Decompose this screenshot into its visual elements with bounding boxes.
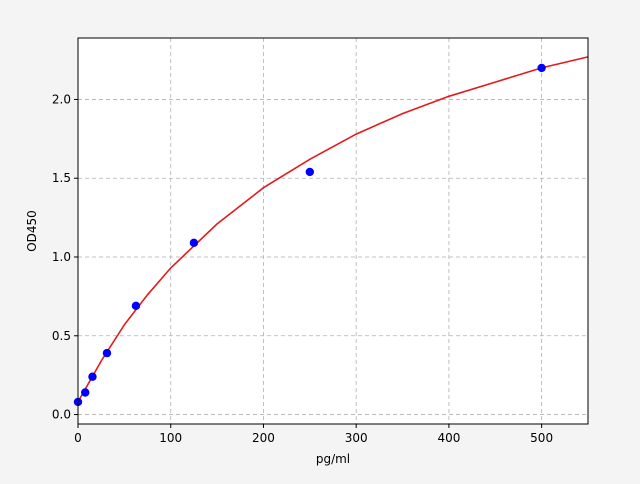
data-point bbox=[102, 348, 112, 358]
data-point bbox=[81, 388, 90, 397]
grid bbox=[77, 38, 588, 424]
y-tick-label: 1.0 bbox=[52, 250, 71, 264]
x-tick-label: 500 bbox=[530, 431, 553, 445]
data-point bbox=[305, 167, 315, 177]
fit-curve-line bbox=[77, 56, 589, 403]
x-ticks: 0 100 200 300 400 500 bbox=[74, 424, 553, 445]
x-tick-label: 0 bbox=[74, 431, 82, 445]
y-tick-label: 0.5 bbox=[52, 329, 71, 343]
x-tick-label: 200 bbox=[252, 431, 275, 445]
y-axis-label: OD450 bbox=[25, 210, 39, 252]
data-point bbox=[189, 238, 199, 248]
x-tick-label: 100 bbox=[159, 431, 182, 445]
data-point bbox=[88, 372, 97, 381]
y-ticks: 0.0 0.5 1.0 1.5 2.0 bbox=[52, 92, 78, 422]
y-tick-label: 0.0 bbox=[52, 408, 71, 422]
y-tick-label: 1.5 bbox=[52, 171, 71, 185]
plot-frame bbox=[77, 37, 589, 425]
data-point bbox=[131, 301, 141, 311]
x-tick-label: 400 bbox=[437, 431, 460, 445]
x-axis-label: pg/ml bbox=[316, 452, 350, 466]
fit-curve-group bbox=[77, 56, 589, 403]
data-points bbox=[73, 63, 546, 407]
data-point bbox=[537, 63, 546, 73]
plot-area bbox=[78, 38, 588, 424]
x-tick-label: 300 bbox=[345, 431, 368, 445]
y-tick-label: 2.0 bbox=[52, 92, 71, 106]
